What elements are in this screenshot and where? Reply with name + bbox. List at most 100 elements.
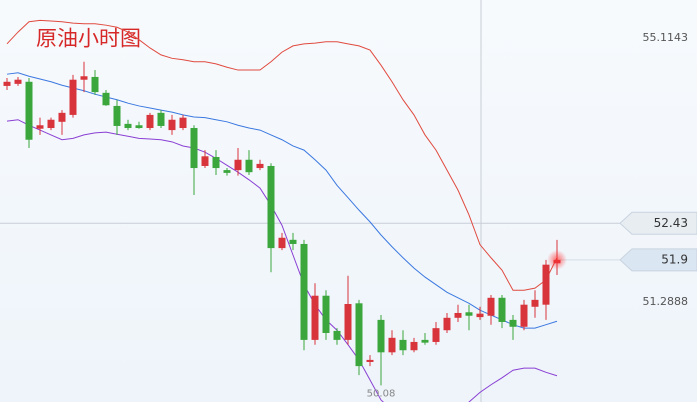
candle <box>91 70 99 95</box>
candle <box>58 110 66 135</box>
candle-body <box>454 312 462 318</box>
candle-body <box>245 159 253 173</box>
candle-body <box>333 330 341 340</box>
candle-body <box>366 359 374 362</box>
candle <box>80 61 88 93</box>
candle-body <box>25 81 33 140</box>
candle <box>289 232 297 251</box>
candle-body <box>300 243 308 340</box>
candle-body <box>443 317 451 331</box>
candle <box>377 315 385 386</box>
candle <box>234 148 242 176</box>
candle <box>212 150 220 175</box>
candle-body <box>223 170 231 173</box>
candle-body <box>179 117 187 129</box>
candle-body <box>267 165 275 249</box>
candle <box>278 232 286 251</box>
candle-body <box>190 128 198 169</box>
candle-body <box>432 328 440 342</box>
band-line <box>6 72 558 329</box>
candle-body <box>157 112 165 126</box>
candle <box>267 163 275 273</box>
candle-body <box>421 339 429 343</box>
candle-body <box>234 159 242 171</box>
candle <box>124 119 132 131</box>
candle-body <box>311 295 319 340</box>
candle <box>69 74 77 118</box>
candle <box>311 283 319 345</box>
low-label: 50.08 <box>367 388 396 399</box>
candle <box>3 77 11 91</box>
candle-body <box>135 125 143 129</box>
candle-body <box>410 341 418 351</box>
candle <box>465 304 473 331</box>
last-glow <box>547 249 567 270</box>
candle <box>542 259 550 320</box>
candle-body <box>289 239 297 244</box>
candle <box>245 150 253 175</box>
candle-body <box>58 112 66 122</box>
candle-body <box>36 125 44 129</box>
candle <box>410 337 418 353</box>
candle <box>344 275 352 345</box>
candle-body <box>487 297 495 316</box>
candle-body <box>344 304 352 340</box>
candle <box>256 159 264 171</box>
candle-body <box>388 337 396 353</box>
candle-body <box>146 114 154 129</box>
candle-body <box>509 319 517 327</box>
candle <box>476 306 484 320</box>
candle <box>300 239 308 351</box>
candle-body <box>520 304 528 327</box>
candle <box>421 332 429 345</box>
candle <box>113 99 121 135</box>
candle <box>399 330 407 356</box>
candle <box>531 290 539 318</box>
candle <box>366 355 374 367</box>
plot-area <box>0 0 620 402</box>
candle <box>509 315 517 340</box>
band-line <box>6 119 558 402</box>
candle-body <box>3 81 11 86</box>
candle-body <box>69 79 77 115</box>
candle <box>157 110 165 129</box>
candle <box>432 321 440 345</box>
crosshair-label: 52.43 <box>654 216 688 230</box>
candle <box>47 117 55 131</box>
last-price-label-box <box>619 248 697 272</box>
candle-body <box>355 303 363 367</box>
candle <box>487 295 495 325</box>
candle <box>190 125 198 195</box>
y-tick-label: 55.1143 <box>643 31 689 44</box>
candle-body <box>531 299 539 307</box>
candle <box>14 76 22 86</box>
candle <box>135 121 143 129</box>
candle-body <box>465 312 473 316</box>
candle <box>333 328 341 345</box>
candle-body <box>322 295 330 333</box>
candle-body <box>91 76 99 93</box>
candle-body <box>542 264 550 305</box>
candle-body <box>212 157 220 169</box>
candle <box>355 299 363 376</box>
candle <box>498 295 506 329</box>
candle-body <box>498 297 506 322</box>
candle-body <box>47 119 55 129</box>
candle-body <box>399 339 407 351</box>
candle-body <box>278 237 286 249</box>
candle-body <box>113 105 121 126</box>
candle-body <box>102 92 110 106</box>
candle <box>520 299 528 331</box>
candle-body <box>377 319 385 353</box>
candle-body <box>80 76 88 80</box>
candle-body <box>124 123 132 129</box>
candle <box>443 312 451 333</box>
candle <box>454 304 462 322</box>
candle <box>25 77 33 149</box>
candle-body <box>168 119 176 131</box>
candle <box>201 150 209 169</box>
candle <box>102 90 110 106</box>
candle <box>322 290 330 340</box>
candle <box>168 114 176 135</box>
